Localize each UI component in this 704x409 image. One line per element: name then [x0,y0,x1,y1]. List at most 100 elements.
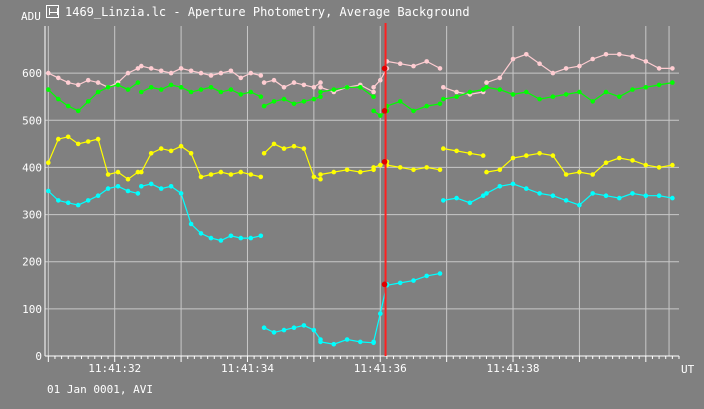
data-point [178,66,184,71]
data-point [188,68,194,74]
data-point [371,94,376,99]
cursor-marker [381,158,388,165]
footer-date-format: 01 Jan 0001, AVI [47,383,153,396]
data-point [670,80,675,85]
data-point [65,134,71,140]
data-point [311,85,317,90]
data-point [95,89,101,95]
data-point [397,61,403,66]
data-point [139,169,144,175]
data-point [524,52,529,57]
data-point [590,56,595,62]
data-point [248,235,254,241]
data-point [643,162,649,168]
data-point [411,278,416,283]
x-tick-label: 11:41:36 [354,362,407,375]
y-tick-label: 600 [22,67,42,80]
data-point [510,92,516,97]
data-point [125,188,131,194]
data-point [139,89,144,95]
series-4 [46,181,675,347]
data-point [378,162,383,168]
data-point [301,99,307,104]
data-point [65,80,71,85]
data-point [248,70,254,76]
data-point [75,141,81,147]
data-point [358,169,363,175]
cursor-marker [381,108,388,114]
data-point [228,68,234,74]
data-point [630,54,635,59]
data-point [271,77,277,83]
data-point [378,77,383,83]
data-point [524,153,529,158]
time-cursor[interactable] [381,23,388,356]
data-point [424,273,430,279]
series-line [48,67,139,88]
data-point [467,89,473,95]
data-point [85,198,91,203]
data-point [271,99,277,104]
data-point [497,87,503,92]
y-tick-label: 200 [22,256,42,269]
data-point [75,202,81,208]
data-point [75,108,81,114]
data-point [411,108,416,114]
y-tick-label: 500 [22,114,42,127]
data-point [125,70,131,76]
data-point [590,172,595,177]
data-point [563,198,569,203]
data-point [291,143,297,149]
data-point [371,165,376,170]
data-point [148,85,154,90]
data-point [550,193,556,198]
data-point [480,193,486,198]
data-point [563,66,569,71]
data-point [550,153,556,158]
photometry-chart[interactable]: 0 100 200 300 400 500 600 11:41:32 11:41:34 11:41… [0,0,704,380]
data-point [603,193,609,198]
data-point [135,169,141,175]
data-point [238,169,244,175]
data-point [411,167,416,173]
data-point [115,169,121,175]
data-point [484,169,489,175]
data-point [537,191,542,196]
data-point [630,87,635,92]
data-point [603,52,609,57]
data-point [563,172,569,177]
data-point [603,160,609,165]
data-point [95,136,101,142]
data-point [281,146,287,151]
data-point [378,311,383,316]
data-point [510,155,516,161]
data-point [441,198,446,203]
data-point [115,82,121,88]
data-point [46,70,51,76]
data-point [281,96,287,102]
data-point [261,325,267,331]
data-point [198,231,204,236]
data-point [291,101,297,107]
data-point [228,172,234,177]
data-point [238,75,244,81]
data-point [577,63,582,69]
data-point [617,94,622,99]
data-point [371,108,376,114]
data-point [188,151,194,156]
data-point [563,92,569,97]
data-point [590,191,595,196]
data-point [331,341,337,347]
data-point [238,92,244,97]
y-tick-label: 100 [22,303,42,316]
data-point [168,148,174,154]
data-point [281,85,287,90]
data-point [258,94,264,99]
data-point [617,155,622,161]
data-point [577,169,582,175]
data-point [188,89,194,95]
data-point [437,271,443,276]
data-point [441,85,446,90]
data-point [85,99,91,104]
data-point [397,280,403,286]
